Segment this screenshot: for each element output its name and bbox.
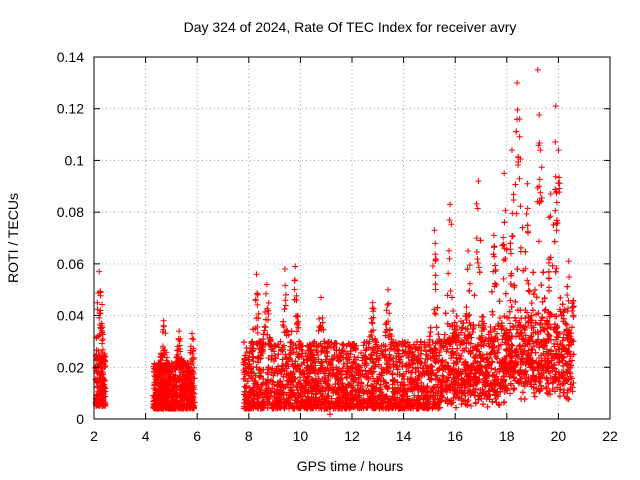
- data-point: [512, 298, 519, 305]
- data-point: [167, 379, 174, 386]
- data-point: [101, 357, 108, 364]
- data-point: [507, 390, 514, 397]
- data-point: [97, 361, 104, 368]
- data-point: [181, 400, 188, 407]
- data-point: [99, 331, 106, 338]
- data-point: [179, 390, 186, 397]
- data-point: [178, 378, 185, 385]
- data-point: [164, 394, 171, 401]
- data-point: [97, 397, 104, 404]
- data-point: [170, 371, 177, 378]
- data-point: [179, 371, 186, 378]
- data-point: [96, 356, 103, 363]
- data-point: [150, 404, 157, 411]
- data-point: [189, 405, 196, 412]
- data-point: [188, 399, 195, 406]
- data-point: [156, 382, 163, 389]
- data-point: [153, 377, 160, 384]
- data-point: [152, 392, 159, 399]
- data-point: [152, 375, 159, 382]
- data-point: [162, 399, 169, 406]
- data-point: [100, 400, 107, 407]
- data-point: [158, 405, 165, 412]
- data-point: [184, 368, 191, 375]
- data-point: [154, 369, 161, 376]
- data-point: [164, 386, 171, 393]
- data-point: [177, 405, 184, 412]
- data-point: [176, 391, 183, 398]
- data-point: [185, 372, 192, 379]
- data-point: [99, 346, 106, 353]
- data-point: [531, 393, 538, 400]
- data-point: [466, 311, 473, 318]
- data-point: [101, 363, 108, 370]
- data-point: [100, 393, 107, 400]
- data-point: [507, 240, 514, 247]
- data-point: [96, 371, 103, 378]
- data-point: [498, 326, 505, 333]
- data-point: [96, 390, 103, 397]
- data-point: [94, 306, 101, 313]
- data-point: [164, 359, 171, 366]
- data-point: [180, 396, 187, 403]
- data-point: [173, 364, 180, 371]
- data-point: [188, 385, 195, 392]
- data-point: [165, 401, 172, 408]
- data-point: [170, 361, 177, 368]
- data-points: [92, 66, 577, 418]
- data-point: [157, 356, 164, 363]
- data-point: [93, 351, 100, 358]
- data-point: [189, 374, 196, 381]
- data-point: [177, 346, 184, 353]
- data-point: [95, 347, 102, 354]
- data-point: [172, 397, 179, 404]
- data-point: [185, 364, 192, 371]
- data-point: [177, 386, 184, 393]
- data-point: [514, 266, 521, 273]
- data-point: [159, 343, 166, 350]
- data-point: [179, 357, 186, 364]
- grid-lines: [94, 57, 610, 419]
- data-point: [93, 399, 100, 406]
- data-point: [157, 363, 164, 370]
- data-point: [98, 384, 105, 391]
- data-point: [524, 222, 531, 229]
- data-point: [190, 345, 197, 352]
- data-point: [159, 390, 166, 397]
- data-point: [92, 376, 99, 383]
- data-point: [439, 372, 446, 379]
- data-point: [96, 377, 103, 384]
- data-point: [98, 377, 105, 384]
- data-point: [152, 386, 159, 393]
- data-point: [432, 281, 439, 288]
- data-point: [167, 366, 174, 373]
- data-point: [181, 385, 188, 392]
- data-point: [99, 375, 106, 382]
- data-point: [171, 405, 178, 412]
- data-point: [160, 395, 167, 402]
- data-point: [190, 364, 197, 371]
- data-point: [164, 404, 171, 411]
- data-point: [170, 375, 177, 382]
- data-point: [151, 382, 158, 389]
- data-point: [159, 373, 166, 380]
- data-point: [174, 353, 181, 360]
- data-point: [151, 403, 158, 410]
- data-point: [98, 349, 105, 356]
- data-point: [92, 364, 99, 371]
- data-point: [152, 364, 159, 371]
- data-point: [160, 380, 167, 387]
- data-point: [156, 362, 163, 369]
- data-point: [167, 388, 174, 395]
- data-point: [187, 392, 194, 399]
- data-point: [94, 383, 101, 390]
- data-point: [182, 380, 189, 387]
- data-point: [171, 374, 178, 381]
- chart-title: Day 324 of 2024, Rate Of TEC Index for r…: [184, 19, 517, 35]
